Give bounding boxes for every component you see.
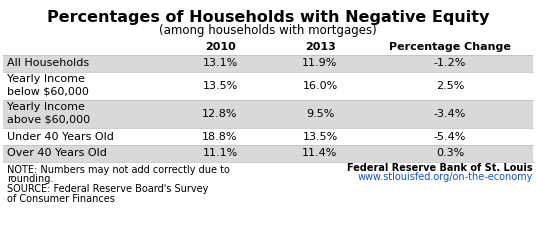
Text: SOURCE: Federal Reserve Board's Survey: SOURCE: Federal Reserve Board's Survey — [7, 184, 209, 194]
Text: 12.8%: 12.8% — [202, 109, 238, 119]
Text: -1.2%: -1.2% — [434, 59, 466, 69]
Text: of Consumer Finances: of Consumer Finances — [7, 193, 115, 203]
Text: 2013: 2013 — [304, 41, 336, 51]
Text: 2.5%: 2.5% — [436, 81, 464, 91]
Bar — [3, 100, 533, 128]
Text: 13.5%: 13.5% — [203, 81, 237, 91]
Text: 18.8%: 18.8% — [202, 132, 238, 142]
Text: 11.4%: 11.4% — [302, 149, 338, 159]
Text: www.stlouisfed.org/on-the-economy: www.stlouisfed.org/on-the-economy — [358, 173, 533, 183]
Text: All Households: All Households — [7, 59, 89, 69]
Text: rounding.: rounding. — [7, 174, 54, 184]
Text: 13.1%: 13.1% — [203, 59, 237, 69]
Text: Yearly Income
below $60,000: Yearly Income below $60,000 — [7, 74, 89, 97]
Text: Percentage Change: Percentage Change — [389, 41, 511, 51]
Text: 9.5%: 9.5% — [306, 109, 334, 119]
Text: 13.5%: 13.5% — [302, 132, 338, 142]
Text: Percentages of Households with Negative Equity: Percentages of Households with Negative … — [47, 10, 489, 25]
Bar — [3, 55, 533, 72]
Text: Yearly Income
above $60,000: Yearly Income above $60,000 — [7, 102, 90, 125]
Bar — [3, 145, 533, 162]
Bar — [3, 72, 533, 100]
Text: 16.0%: 16.0% — [302, 81, 338, 91]
Text: 11.1%: 11.1% — [203, 149, 237, 159]
Text: 2010: 2010 — [205, 41, 235, 51]
Bar — [3, 128, 533, 145]
Text: Under 40 Years Old: Under 40 Years Old — [7, 132, 114, 142]
Text: -3.4%: -3.4% — [434, 109, 466, 119]
Text: -5.4%: -5.4% — [434, 132, 466, 142]
Text: 0.3%: 0.3% — [436, 149, 464, 159]
Text: Over 40 Years Old: Over 40 Years Old — [7, 149, 107, 159]
Text: 11.9%: 11.9% — [302, 59, 338, 69]
Text: Federal Reserve Bank of St. Louis: Federal Reserve Bank of St. Louis — [347, 163, 533, 173]
Text: (among households with mortgages): (among households with mortgages) — [159, 24, 377, 37]
Text: NOTE: Numbers may not add correctly due to: NOTE: Numbers may not add correctly due … — [7, 165, 230, 175]
